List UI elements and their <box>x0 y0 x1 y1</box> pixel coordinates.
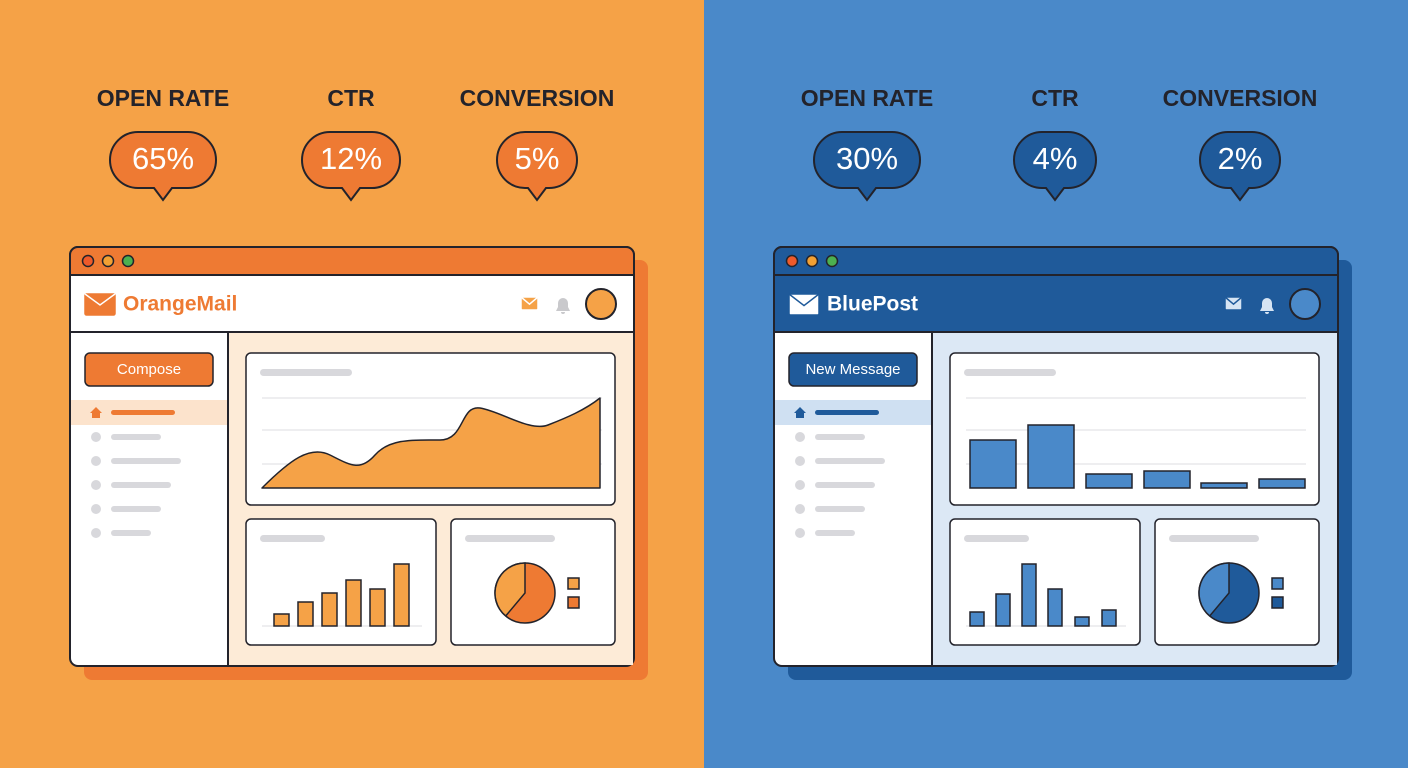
metric-bubble <box>496 131 578 202</box>
nav-line <box>815 530 855 536</box>
pie-slice <box>494 562 526 618</box>
nav-dot <box>91 480 101 490</box>
window-dot <box>121 254 135 268</box>
nav-dot <box>795 456 805 466</box>
nav-line <box>815 506 865 512</box>
top-bar <box>1085 473 1133 489</box>
card-heading <box>964 535 1029 542</box>
top-bar <box>1258 478 1306 489</box>
title-bar <box>773 246 1339 276</box>
nav-line <box>815 458 885 464</box>
pie-slice <box>1198 562 1230 618</box>
avatar <box>1289 288 1321 320</box>
metric-label: CTR <box>1031 85 1079 111</box>
app-name: BluePost <box>827 293 918 316</box>
pie-legend <box>1271 577 1284 590</box>
nav-line <box>111 434 161 440</box>
area-chart <box>261 397 601 489</box>
metric-label: CTR <box>327 85 375 111</box>
card-heading <box>964 369 1056 376</box>
home-icon <box>90 407 102 418</box>
metric-bubble <box>813 131 921 202</box>
metric-bubble <box>109 131 217 202</box>
app-name: OrangeMail <box>123 293 237 316</box>
metric-value: 5% <box>515 141 560 176</box>
nav-line <box>815 410 879 415</box>
nav-dot <box>91 456 101 466</box>
nav-dot <box>91 528 101 538</box>
window-dot <box>81 254 95 268</box>
metric-value: 2% <box>1218 141 1263 176</box>
card-heading <box>1169 535 1259 542</box>
mini-bar <box>393 563 410 627</box>
card <box>245 518 437 646</box>
compose-button[interactable] <box>788 352 918 387</box>
metric-label: OPEN RATE <box>97 85 229 111</box>
nav-dot <box>795 504 805 514</box>
metric-label: OPEN RATE <box>801 85 933 111</box>
metric-value: 4% <box>1033 141 1078 176</box>
nav-line <box>111 506 161 512</box>
pie-legend <box>567 596 580 609</box>
window-dot <box>805 254 819 268</box>
window-dot <box>785 254 799 268</box>
compose-button[interactable] <box>84 352 214 387</box>
mini-bar <box>369 588 386 627</box>
mini-bar <box>1021 563 1037 627</box>
button-label: Compose <box>117 361 181 378</box>
top-bar <box>969 439 1017 489</box>
metric-bubble <box>301 131 401 202</box>
avatar <box>585 288 617 320</box>
logo-flap <box>84 293 116 306</box>
metric-bubble <box>1013 131 1097 202</box>
pie-legend <box>567 577 580 590</box>
mini-bar <box>1047 588 1063 627</box>
nav-line <box>111 482 171 488</box>
metric-bubble <box>1199 131 1281 202</box>
pie-legend <box>1271 596 1284 609</box>
mini-bar <box>345 579 362 627</box>
metric-label: CONVERSION <box>460 85 615 111</box>
mini-bar <box>273 613 290 627</box>
mail-icon-flap <box>1224 296 1243 306</box>
metric-value: 65% <box>132 141 194 176</box>
logo-icon-flap <box>788 293 820 307</box>
top-bar <box>1027 424 1075 489</box>
nav-dot <box>795 528 805 538</box>
header <box>71 276 633 332</box>
metric-label: CONVERSION <box>1163 85 1318 111</box>
card-heading <box>260 369 352 376</box>
mini-bar <box>969 611 985 627</box>
nav-dot <box>91 432 101 442</box>
nav-line <box>111 458 181 464</box>
header <box>775 276 1337 332</box>
mail-icon-flap <box>520 296 539 306</box>
nav-dot <box>795 432 805 442</box>
window-dot <box>825 254 839 268</box>
nav-dot <box>795 480 805 490</box>
top-bar <box>1200 482 1248 489</box>
mini-bar <box>1074 616 1090 627</box>
mini-bar <box>1101 609 1117 627</box>
top-bar <box>1143 470 1191 489</box>
button-label: New Message <box>805 361 900 378</box>
home-icon <box>794 407 806 418</box>
metric-value: 12% <box>320 141 382 176</box>
nav-line <box>815 482 875 488</box>
card-heading <box>465 535 555 542</box>
bell-icon <box>556 298 570 314</box>
nav-line <box>111 410 175 415</box>
mini-bar <box>297 601 314 627</box>
nav-line <box>815 434 865 440</box>
bell-icon <box>1260 298 1274 314</box>
window-dot <box>101 254 115 268</box>
title-bar <box>69 246 635 276</box>
nav-dot <box>91 504 101 514</box>
card-heading <box>260 535 325 542</box>
mini-bar <box>321 592 338 627</box>
metric-value: 30% <box>836 141 898 176</box>
nav-line <box>111 530 151 536</box>
mini-bar <box>995 593 1011 627</box>
